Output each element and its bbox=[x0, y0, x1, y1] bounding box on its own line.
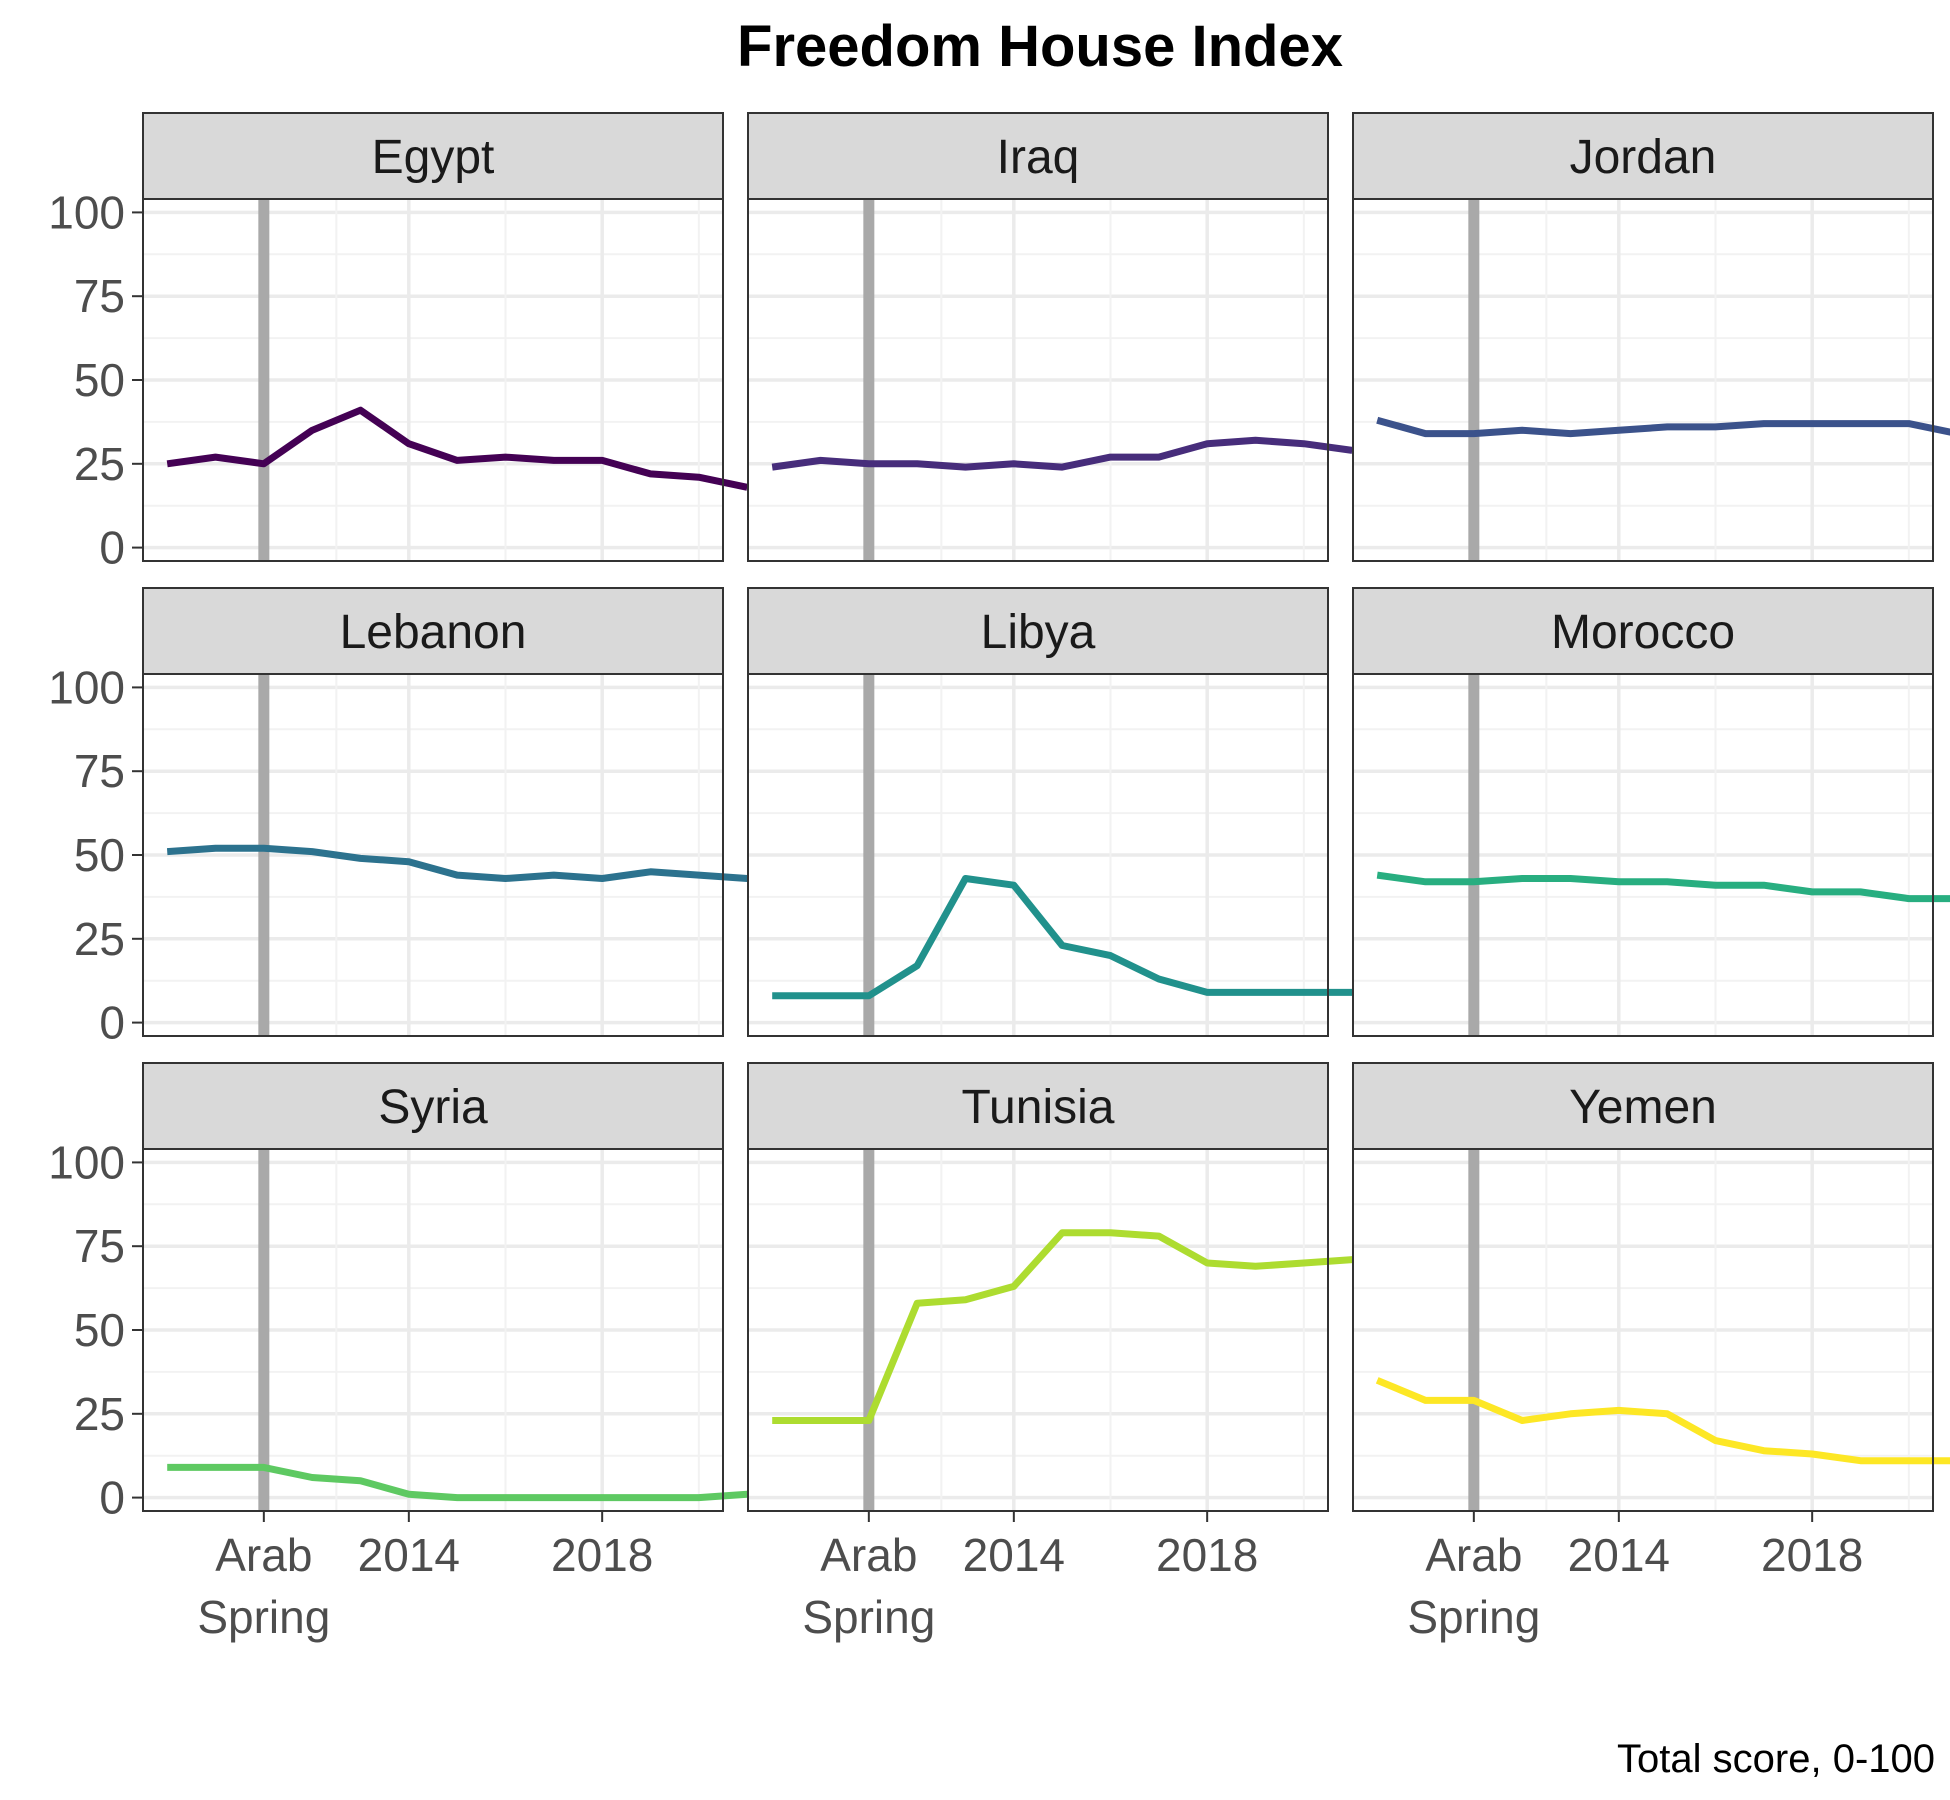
chart-caption: Total score, 0-100 bbox=[1617, 1737, 1935, 1781]
strip-label: Yemen bbox=[1569, 1081, 1717, 1134]
strip bbox=[747, 587, 1329, 675]
y-tick-label: 0 bbox=[99, 997, 125, 1049]
strip-label: Libya bbox=[981, 606, 1096, 659]
facet-syria: Syria 0 25 50 75 100 Arab Spring 2014 2018 bbox=[48, 1062, 748, 1643]
y-tick-label: 75 bbox=[74, 745, 125, 797]
x-tick-label: Spring bbox=[802, 1591, 935, 1643]
strip-label: Syria bbox=[378, 1081, 488, 1134]
y-tick-label: 100 bbox=[48, 661, 125, 713]
facet-iraq: Iraq bbox=[747, 112, 1353, 562]
x-tick-label: 2018 bbox=[551, 1529, 653, 1581]
facet-lebanon: Lebanon 0 25 50 75 100 bbox=[48, 587, 748, 1049]
x-tick-label: Spring bbox=[1407, 1591, 1540, 1643]
series-line-libya bbox=[772, 875, 1353, 1000]
series-line-syria bbox=[167, 1463, 748, 1502]
y-tick-label: 25 bbox=[74, 1388, 125, 1440]
y-tick-label: 100 bbox=[48, 186, 125, 238]
x-tick-label: 2018 bbox=[1156, 1529, 1258, 1581]
strip-label: Morocco bbox=[1551, 606, 1735, 659]
strip bbox=[1352, 587, 1934, 675]
strip-label: Egypt bbox=[372, 131, 495, 184]
strip bbox=[747, 112, 1329, 200]
y-tick-label: 50 bbox=[74, 354, 125, 406]
series-line-lebanon bbox=[166, 844, 748, 882]
strip bbox=[1352, 112, 1934, 200]
facet-morocco: Morocco bbox=[1352, 587, 1950, 1037]
x-tick-label: Arab bbox=[1425, 1529, 1522, 1581]
facet-yemen: Yemen Arab Spring 2014 2018 bbox=[1352, 1062, 1950, 1643]
series-line-morocco bbox=[1376, 871, 1950, 903]
strip-label: Jordan bbox=[1570, 131, 1717, 184]
y-tick-label: 50 bbox=[74, 1304, 125, 1356]
x-tick-label: Arab bbox=[215, 1529, 312, 1581]
strip bbox=[747, 1062, 1329, 1150]
y-tick-label: 100 bbox=[48, 1136, 125, 1188]
series-line-iraq bbox=[771, 436, 1353, 471]
y-tick-label: 25 bbox=[74, 913, 125, 965]
y-tick-label: 50 bbox=[74, 829, 125, 881]
facet-libya: Libya bbox=[747, 587, 1353, 1037]
x-tick-label: Arab bbox=[820, 1529, 917, 1581]
strip bbox=[142, 587, 724, 675]
chart-title: Freedom House Index bbox=[737, 14, 1343, 79]
series-line-yemen bbox=[1375, 1377, 1950, 1465]
facet-jordan: Jordan bbox=[1352, 112, 1950, 562]
x-tick-label: 2014 bbox=[1568, 1529, 1670, 1581]
x-tick-label: 2014 bbox=[358, 1529, 460, 1581]
series-line-tunisia bbox=[772, 1229, 1353, 1424]
facet-egypt: Egypt 0 25 50 75 100 bbox=[48, 112, 748, 574]
strip bbox=[142, 112, 724, 200]
strip-label: Iraq bbox=[997, 131, 1080, 184]
y-tick-label: 25 bbox=[74, 438, 125, 490]
series-line-jordan bbox=[1376, 416, 1950, 438]
y-tick-label: 0 bbox=[99, 522, 125, 574]
x-tick-label: Spring bbox=[197, 1591, 330, 1643]
x-tick-label: 2014 bbox=[963, 1529, 1065, 1581]
facet-panels: Egypt 0 25 50 75 100 Iraq Jordan Lebanon 0 25 50 75 1… bbox=[48, 112, 1950, 1643]
strip bbox=[142, 1062, 724, 1150]
y-tick-label: 0 bbox=[99, 1472, 125, 1524]
strip bbox=[1352, 1062, 1934, 1150]
strip-label: Lebanon bbox=[340, 606, 527, 659]
strip-label: Tunisia bbox=[962, 1081, 1115, 1134]
series-line-egypt bbox=[166, 406, 748, 491]
x-tick-label: 2018 bbox=[1761, 1529, 1863, 1581]
facet-tunisia: Tunisia Arab Spring 2014 2018 bbox=[747, 1062, 1353, 1643]
y-tick-label: 75 bbox=[74, 270, 125, 322]
y-tick-label: 75 bbox=[74, 1220, 125, 1272]
